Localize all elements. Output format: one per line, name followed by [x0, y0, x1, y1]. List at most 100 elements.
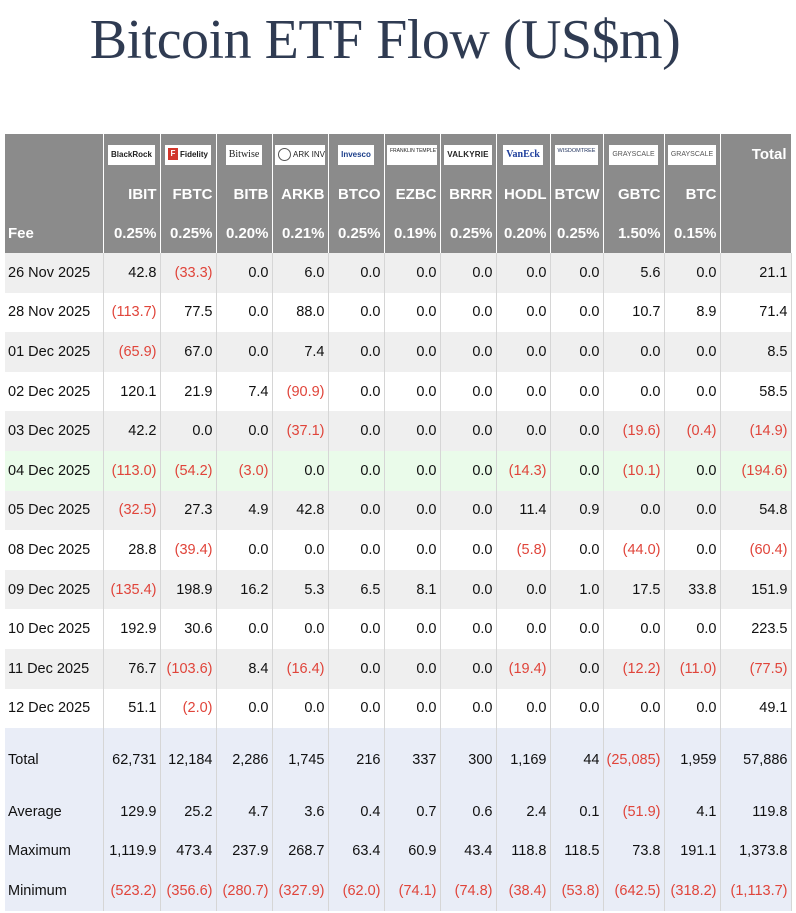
flow-cell-brrr: 0.0	[440, 569, 497, 610]
flow-cell-hodl: 11.4	[496, 490, 551, 531]
flow-cell-ibit: 76.7	[103, 648, 161, 689]
wisdomtree-logo-text: WISDOMTREE	[557, 147, 596, 154]
summary-cell-arkb: 3.6	[272, 792, 329, 832]
fee-bitb: 0.20%	[216, 214, 273, 253]
grayscale-logo-text: GRAYSCALE	[612, 150, 655, 158]
summary-cell-btcw: 0.1	[550, 792, 604, 832]
row-date: 05 Dec 2025	[5, 490, 104, 531]
flow-cell-hodl: 0.0	[496, 569, 551, 610]
summary-cell-hodl: 118.8	[496, 831, 551, 872]
flow-cell-ezbc: 0.0	[384, 490, 441, 531]
summary-cell-arkb: (327.9)	[272, 871, 329, 911]
summary-cell-ibit: 129.9	[103, 792, 161, 832]
row-date: 08 Dec 2025	[5, 530, 104, 570]
flow-cell-brrr: 0.0	[440, 371, 497, 412]
flow-cell-ibit: (65.9)	[103, 332, 161, 372]
flow-cell-gbtc: 0.0	[603, 332, 665, 372]
flow-cell-btco: 0.0	[328, 648, 385, 689]
row-total: 21.1	[720, 253, 792, 293]
table-row: 28 Nov 2025 (113.7) 77.5 0.0 88.0 0.0 0.0 0.0 0.…	[5, 292, 792, 333]
summary-cell-btcw: 118.5	[550, 831, 604, 872]
fee-btco: 0.25%	[328, 214, 385, 253]
table-row: 08 Dec 2025 28.8 (39.4) 0.0 0.0 0.0 0.0 0.0 (5.8…	[5, 530, 792, 570]
summary-cell-hodl: 1,169	[496, 728, 551, 793]
summary-cell-btcw: (53.8)	[550, 871, 604, 911]
row-total: 58.5	[720, 371, 792, 412]
flow-cell-ibit: 120.1	[103, 371, 161, 412]
summary-cell-gbtc: 73.8	[603, 831, 665, 872]
invesco-logo: Invesco	[338, 144, 374, 165]
table-row: 12 Dec 2025 51.1 (2.0) 0.0 0.0 0.0 0.0 0.0 0.0 0.…	[5, 688, 792, 729]
summary-cell-btc: 1,959	[664, 728, 721, 793]
ticker-btco: BTCO	[328, 175, 385, 214]
flow-cell-hodl: 0.0	[496, 609, 551, 649]
flow-cell-fbtc: 198.9	[160, 569, 217, 610]
flow-cell-brrr: 0.0	[440, 688, 497, 729]
summary-cell-btc: (318.2)	[664, 871, 721, 911]
flow-cell-hodl: 0.0	[496, 688, 551, 729]
flow-cell-bitb: 0.0	[216, 253, 273, 293]
flow-cell-fbtc: (39.4)	[160, 530, 217, 570]
summary-cell-brrr: (74.8)	[440, 871, 497, 911]
logo-cell-btc: GRAYSCALE	[664, 134, 721, 175]
flow-cell-ezbc: 0.0	[384, 648, 441, 689]
flow-cell-btc: (11.0)	[664, 648, 721, 689]
summary-cell-btco: 63.4	[328, 831, 385, 872]
fidelity-logo-text: Fidelity	[179, 149, 208, 159]
flow-cell-btcw: 0.0	[550, 688, 604, 729]
flow-cell-gbtc: 5.6	[603, 253, 665, 293]
flow-cell-btcw: 1.0	[550, 569, 604, 610]
flow-cell-btco: 0.0	[328, 371, 385, 412]
table-row: 03 Dec 2025 42.2 0.0 0.0 (37.1) 0.0 0.0 0.0 0.0 0…	[5, 411, 792, 451]
summary-cell-hodl: (38.4)	[496, 871, 551, 911]
fee-arkb: 0.21%	[272, 214, 329, 253]
flow-cell-brrr: 0.0	[440, 530, 497, 570]
flow-cell-gbtc: (44.0)	[603, 530, 665, 570]
row-date: 26 Nov 2025	[5, 253, 104, 293]
ticker-total-blank	[720, 175, 792, 214]
flow-cell-ezbc: 0.0	[384, 332, 441, 372]
fidelity-f-mark: F	[167, 148, 178, 161]
flow-cell-btco: 0.0	[328, 530, 385, 570]
flow-cell-btc: 0.0	[664, 450, 721, 491]
grayscale-logo-text: GRAYSCALE	[670, 150, 714, 158]
row-date: 03 Dec 2025	[5, 411, 104, 451]
row-date: 09 Dec 2025	[5, 569, 104, 610]
flow-cell-bitb: 0.0	[216, 411, 273, 451]
flow-cell-arkb: 5.3	[272, 569, 329, 610]
row-total: 71.4	[720, 292, 792, 333]
summary-cell-bitb: 2,286	[216, 728, 273, 793]
summary-label: Minimum	[5, 871, 104, 911]
summary-cell-btc: 4.1	[664, 792, 721, 832]
logo-cell-btco: Invesco	[328, 134, 385, 175]
flow-cell-btco: 0.0	[328, 450, 385, 491]
flow-cell-hodl: (19.4)	[496, 648, 551, 689]
summary-cell-ezbc: 0.7	[384, 792, 441, 832]
logo-cell-bitb: Bitwise	[216, 134, 273, 175]
summary-cell-btco: 0.4	[328, 792, 385, 832]
summary-cell-btc: 191.1	[664, 831, 721, 872]
summary-total: 119.8	[720, 792, 792, 832]
logo-cell-ezbc: FRANKLIN TEMPLETON	[384, 134, 441, 175]
bitwise-logo: Bitwise	[225, 144, 263, 165]
fee-brrr: 0.25%	[440, 214, 497, 253]
flow-cell-btco: 0.0	[328, 253, 385, 293]
logo-cell-ibit: BlackRock	[103, 134, 161, 175]
flow-cell-fbtc: 27.3	[160, 490, 217, 531]
blackrock-logo-text: BlackRock	[111, 149, 152, 159]
table-row: 05 Dec 2025 (32.5) 27.3 4.9 42.8 0.0 0.0 0.0 11.…	[5, 490, 792, 531]
flow-cell-btco: 6.5	[328, 569, 385, 610]
flow-cell-arkb: 0.0	[272, 450, 329, 491]
ark-invest-logo: ARK INVEST	[275, 144, 325, 165]
fee-btcw: 0.25%	[550, 214, 604, 253]
flow-cell-ibit: 28.8	[103, 530, 161, 570]
ticker-btc: BTC	[664, 175, 721, 214]
flow-cell-btco: 0.0	[328, 292, 385, 333]
flow-cell-ibit: 42.8	[103, 253, 161, 293]
ticker-btcw: BTCW	[550, 175, 604, 214]
summary-cell-btco: (62.0)	[328, 871, 385, 911]
summary-cell-bitb: (280.7)	[216, 871, 273, 911]
total-column-header: Total	[720, 134, 792, 175]
